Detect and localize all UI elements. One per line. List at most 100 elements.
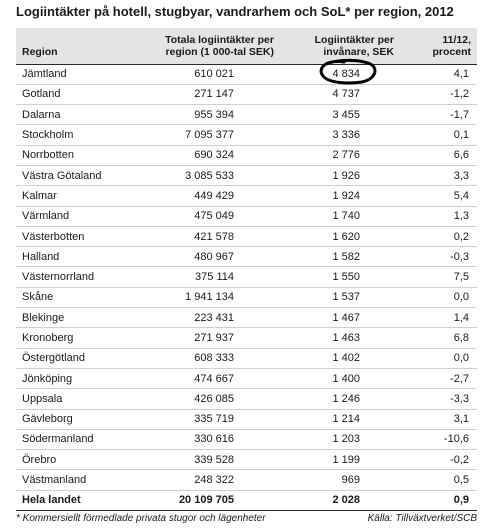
per-capita-cell: 1 620 <box>280 226 400 248</box>
region-cell: Gävleborg <box>16 409 142 430</box>
change-cell: -1,7 <box>400 104 477 126</box>
region-cell: Värmland <box>16 206 142 227</box>
source-note: Källa: Tillväxtverket/SCB <box>367 513 477 524</box>
per-capita-cell: 1 199 <box>280 449 400 471</box>
header-per-capita: Logiintäkter per invånare, SEK <box>280 28 400 65</box>
per-capita-cell: 1 214 <box>280 409 400 430</box>
table-row: Södermanland 330 616 1 203 -10,6 <box>16 429 477 451</box>
total-revenue-cell: 610 021 <box>142 64 280 85</box>
region-cell: Hela landet <box>16 489 142 512</box>
per-capita-cell: 969 <box>280 469 400 491</box>
per-capita-cell: 1 740 <box>280 206 400 227</box>
table-title: Logiintäkter på hotell, stugbyar, vandra… <box>16 4 454 19</box>
region-cell: Västmanland <box>16 469 142 491</box>
total-revenue-cell: 271 937 <box>142 327 280 349</box>
table-row: Blekinge 223 431 1 467 1,4 <box>16 307 477 329</box>
total-revenue-cell: 335 719 <box>142 409 280 430</box>
table-row: Västernorrland 375 114 1 550 7,5 <box>16 266 477 288</box>
per-capita-cell: 1 246 <box>280 388 400 410</box>
total-revenue-cell: 480 967 <box>142 246 280 268</box>
header-total-revenue: Totala logiintäkter per region (1 000-ta… <box>142 28 280 65</box>
total-revenue-cell: 690 324 <box>142 145 280 166</box>
per-capita-cell: 1 463 <box>280 327 400 349</box>
total-revenue-cell: 223 431 <box>142 307 280 329</box>
change-cell: -0,2 <box>400 449 477 471</box>
region-cell: Östergötland <box>16 348 142 369</box>
change-cell: 6,8 <box>400 327 477 349</box>
per-capita-cell: 4 737 <box>280 84 400 106</box>
total-revenue-cell: 955 394 <box>142 104 280 126</box>
total-revenue-cell: 474 667 <box>142 368 280 390</box>
table-row: Halland 480 967 1 582 -0,3 <box>16 246 477 268</box>
total-revenue-cell: 20 109 705 <box>142 489 280 512</box>
table-row: Dalarna 955 394 3 455 -1,7 <box>16 104 477 126</box>
table-row: Jämtland 610 021 4 834 4,1 <box>16 64 477 85</box>
region-cell: Örebro <box>16 449 142 471</box>
table-row: Norrbotten 690 324 2 776 6,6 <box>16 145 477 166</box>
region-cell: Kronoberg <box>16 327 142 349</box>
per-capita-cell: 1 926 <box>280 165 400 187</box>
table-row: Kalmar 449 429 1 924 5,4 <box>16 185 477 207</box>
total-revenue-cell: 421 578 <box>142 226 280 248</box>
change-cell: 0,0 <box>400 287 477 309</box>
per-capita-cell: 3 455 <box>280 104 400 126</box>
per-capita-cell: 1 400 <box>280 368 400 390</box>
header-region: Region <box>16 28 142 65</box>
total-revenue-cell: 248 322 <box>142 469 280 491</box>
change-cell: 0,2 <box>400 226 477 248</box>
region-cell: Gotland <box>16 84 142 106</box>
table-row: Västerbotten 421 578 1 620 0,2 <box>16 226 477 248</box>
region-cell: Stockholm <box>16 124 142 146</box>
footnote: * Kommersiellt förmedlade privata stugor… <box>16 513 266 524</box>
total-revenue-cell: 475 049 <box>142 206 280 227</box>
region-cell: Kalmar <box>16 185 142 207</box>
per-capita-cell: 1 203 <box>280 429 400 451</box>
change-cell: 6,6 <box>400 145 477 166</box>
per-capita-cell: 2 028 <box>280 489 400 512</box>
header-row: Region Totala logiintäkter per region (1… <box>16 28 477 65</box>
total-revenue-cell: 449 429 <box>142 185 280 207</box>
change-cell: 0,5 <box>400 469 477 491</box>
region-cell: Norrbotten <box>16 145 142 166</box>
table-row: Kronoberg 271 937 1 463 6,8 <box>16 327 477 349</box>
total-revenue-cell: 426 085 <box>142 388 280 410</box>
table-row: Jönköping 474 667 1 400 -2,7 <box>16 368 477 390</box>
per-capita-cell: 1 582 <box>280 246 400 268</box>
region-cell: Jönköping <box>16 368 142 390</box>
table-row: Västmanland 248 322 969 0,5 <box>16 469 477 491</box>
total-revenue-cell: 608 333 <box>142 348 280 369</box>
region-cell: Halland <box>16 246 142 268</box>
per-capita-cell: 1 537 <box>280 287 400 309</box>
per-capita-cell: 2 776 <box>280 145 400 166</box>
total-row: Hela landet 20 109 705 2 028 0,9 <box>16 489 477 512</box>
header-change: 11/12, procent <box>400 28 477 65</box>
change-cell: 0,1 <box>400 124 477 146</box>
change-cell: -0,3 <box>400 246 477 268</box>
region-cell: Västerbotten <box>16 226 142 248</box>
per-capita-cell: 3 336 <box>280 124 400 146</box>
total-revenue-cell: 1 941 134 <box>142 287 280 309</box>
total-revenue-cell: 7 095 377 <box>142 124 280 146</box>
table-row: Östergötland 608 333 1 402 0,0 <box>16 348 477 369</box>
change-cell: 3,1 <box>400 409 477 430</box>
change-cell: -3,3 <box>400 388 477 410</box>
total-revenue-cell: 330 616 <box>142 429 280 451</box>
table-row: Gotland 271 147 4 737 -1,2 <box>16 84 477 106</box>
change-cell: -10,6 <box>400 429 477 451</box>
region-cell: Skåne <box>16 287 142 309</box>
region-cell: Jämtland <box>16 64 142 85</box>
per-capita-cell: 1 550 <box>280 266 400 288</box>
table-row: Gävleborg 335 719 1 214 3,1 <box>16 409 477 430</box>
per-capita-cell: 4 834 <box>280 64 400 85</box>
change-cell: 1,3 <box>400 206 477 227</box>
change-cell: 5,4 <box>400 185 477 207</box>
change-cell: 7,5 <box>400 266 477 288</box>
region-cell: Blekinge <box>16 307 142 329</box>
region-cell: Västernorrland <box>16 266 142 288</box>
total-revenue-cell: 3 085 533 <box>142 165 280 187</box>
table-row: Örebro 339 528 1 199 -0,2 <box>16 449 477 471</box>
total-revenue-cell: 339 528 <box>142 449 280 471</box>
change-cell: 3,3 <box>400 165 477 187</box>
total-revenue-cell: 375 114 <box>142 266 280 288</box>
change-cell: -2,7 <box>400 368 477 390</box>
